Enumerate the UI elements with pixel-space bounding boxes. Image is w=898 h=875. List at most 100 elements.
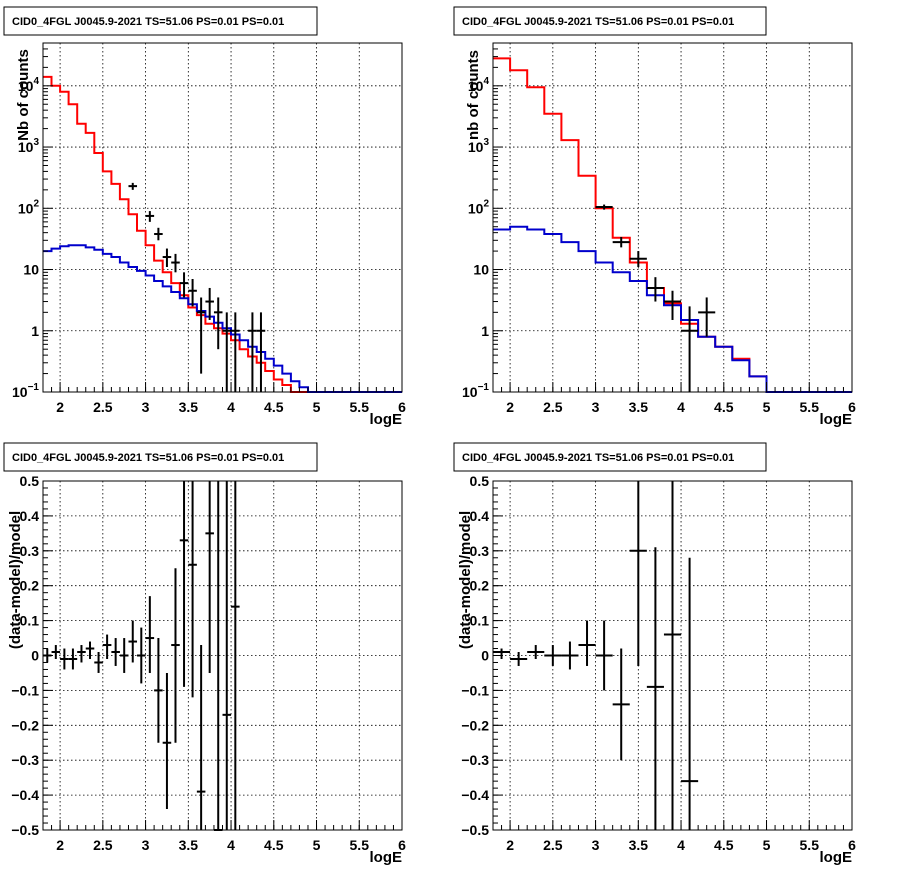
y-tick-label: 0.1 — [470, 613, 490, 629]
data-point — [171, 253, 180, 273]
data-point — [77, 645, 86, 663]
x-tick-label: 3.5 — [179, 399, 199, 415]
axes: 2 2.5 3 3.5 4 4.5 5 5.5 6 −0.5 −0.4 −0.3 −0.2 −0.1 0 0.… — [11, 473, 406, 853]
x-tick-label: 3 — [142, 837, 150, 853]
panel-residuals-right: CID0_4FGL J0045.9-2021 TS=51.06 PS=0.01 … — [453, 442, 856, 866]
y-tick-label: −0.5 — [11, 822, 39, 838]
y-tick-label: −0.4 — [11, 787, 39, 803]
x-tick-label: 3.5 — [179, 837, 199, 853]
y-tick-label: −0.4 — [461, 787, 489, 803]
data-point — [51, 645, 61, 659]
data-point — [222, 481, 232, 830]
panel-counts-right: CID0_4FGL J0045.9-2021 TS=51.06 PS=0.01 … — [453, 6, 856, 428]
x-tick-label: 5.5 — [800, 399, 820, 415]
y-axis-label: (data-model)/model — [7, 511, 24, 649]
data-point — [145, 596, 155, 673]
data-point — [85, 641, 95, 659]
panel-title: CID0_4FGL J0045.9-2021 TS=51.06 PS=0.01 … — [462, 16, 734, 28]
y-tick-label: −0.2 — [461, 717, 489, 733]
panel-title: CID0_4FGL J0045.9-2021 TS=51.06 PS=0.01 … — [12, 16, 284, 28]
y-tick-label: 104 — [468, 76, 490, 94]
data-point — [663, 290, 682, 320]
y-axis-label: nb of counts — [465, 50, 482, 140]
data-point — [578, 620, 596, 666]
data-point — [510, 652, 528, 666]
plot-frame — [492, 480, 853, 831]
x-axis-label: logE — [370, 411, 403, 428]
y-tick-label: 0.3 — [470, 543, 490, 559]
data-point — [612, 648, 630, 761]
data-point — [629, 251, 647, 267]
data-point — [248, 312, 257, 392]
axes: 2 2.5 3 3.5 4 4.5 5 5.5 6 10−1 1 10 102 103 104 — [462, 42, 856, 415]
data-points — [43, 481, 240, 831]
y-tick-label: −0.3 — [11, 752, 39, 768]
x-tick-label: 4 — [227, 399, 235, 415]
x-tick-label: 6 — [398, 837, 406, 853]
data-point — [111, 638, 120, 666]
data-points — [128, 182, 266, 392]
data-point — [629, 481, 647, 666]
x-tick-label: 3.5 — [629, 837, 649, 853]
data-point — [171, 568, 180, 743]
x-tick-label: 4.5 — [264, 837, 284, 853]
x-tick-label: 2.5 — [93, 399, 113, 415]
data-point — [154, 638, 163, 743]
x-tick-label: 3 — [592, 837, 600, 853]
data-point — [145, 211, 155, 222]
x-tick-label: 6 — [398, 399, 406, 415]
y-tick-label: 0.5 — [470, 473, 490, 489]
data-point — [646, 547, 664, 830]
x-tick-label: 2.5 — [93, 837, 113, 853]
data-point — [681, 306, 699, 392]
panel-title: CID0_4FGL J0045.9-2021 TS=51.06 PS=0.01 … — [462, 452, 734, 464]
x-tick-label: 5 — [763, 837, 771, 853]
data-point — [128, 620, 138, 663]
data-point — [646, 277, 664, 302]
x-tick-label: 5.5 — [350, 399, 370, 415]
data-point — [188, 279, 197, 307]
y-tick-label: 10 — [23, 262, 39, 278]
data-point — [60, 648, 69, 670]
x-tick-label: 2.5 — [543, 837, 563, 853]
y-tick-label: 0.3 — [20, 543, 40, 559]
x-tick-label: 2 — [56, 837, 64, 853]
plot-area — [43, 481, 240, 831]
axes: 2 2.5 3 3.5 4 4.5 5 5.5 6 −0.5 −0.4 −0.3 −0.2 −0.1 0 0.… — [461, 473, 856, 853]
data-point — [119, 638, 129, 673]
x-tick-label: 5 — [313, 837, 321, 853]
data-point — [162, 672, 172, 810]
x-tick-label: 3.5 — [629, 399, 649, 415]
data-point — [612, 236, 630, 248]
data-point — [154, 227, 163, 241]
plot-area — [493, 481, 699, 830]
y-tick-label: 102 — [18, 198, 40, 216]
x-tick-label: 5.5 — [800, 837, 820, 853]
y-tick-label: 1 — [481, 323, 489, 339]
data-point — [162, 248, 172, 267]
data-point — [681, 557, 699, 830]
data-point — [68, 648, 78, 670]
y-tick-label: 0 — [481, 648, 489, 664]
panel-title-box — [453, 442, 767, 472]
panel-counts-left: CID0_4FGL J0045.9-2021 TS=51.06 PS=0.01 … — [3, 6, 406, 428]
x-axis-label: logE — [370, 849, 403, 866]
x-tick-label: 3 — [592, 399, 600, 415]
y-axis-label: Nb of counts — [15, 49, 32, 141]
data-point — [544, 645, 562, 666]
axes: 2 2.5 3 3.5 4 4.5 5 5.5 6 10−1 1 10 102 103 104 — [12, 42, 406, 415]
y-tick-label: 10−1 — [12, 382, 39, 400]
data-point — [231, 312, 240, 392]
plot-area — [43, 75, 402, 393]
x-tick-label: 6 — [848, 399, 856, 415]
plot-area — [493, 57, 852, 393]
y-tick-label: 104 — [18, 76, 40, 94]
data-point — [179, 481, 189, 687]
y-tick-label: 0.5 — [20, 473, 40, 489]
data-point — [213, 297, 223, 350]
x-tick-label: 5 — [313, 399, 321, 415]
data-point — [188, 481, 197, 698]
x-tick-label: 4 — [677, 837, 685, 853]
panel-title-box — [3, 6, 318, 36]
